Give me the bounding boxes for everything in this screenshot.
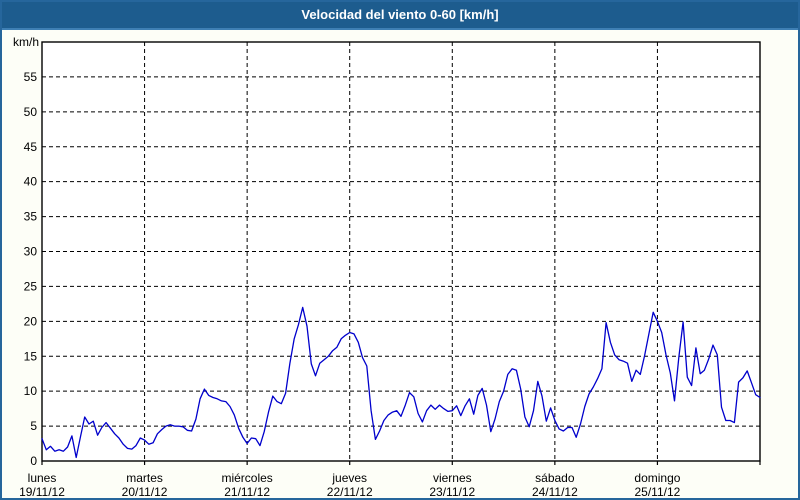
x-day-name-label: viernes — [433, 471, 472, 485]
x-day-date-label: 24/11/12 — [532, 485, 578, 499]
y-tick-label: 20 — [24, 314, 38, 328]
x-day-name-label: sábado — [535, 471, 575, 485]
title-bar: Velocidad del viento 0-60 [km/h] — [2, 2, 798, 30]
y-tick-label: 50 — [24, 105, 38, 119]
y-tick-label: 10 — [24, 384, 38, 398]
x-day-date-label: 25/11/12 — [635, 485, 681, 499]
chart-title: Velocidad del viento 0-60 [km/h] — [301, 7, 499, 22]
x-day-name-label: lunes — [28, 471, 57, 485]
y-tick-label: 25 — [24, 279, 38, 293]
y-tick-label: 35 — [24, 210, 38, 224]
x-day-name-label: jueves — [331, 471, 367, 485]
x-day-date-label: 22/11/12 — [327, 485, 373, 499]
wind-speed-line — [41, 306, 761, 459]
y-tick-label: 15 — [24, 349, 38, 363]
y-tick-label: 30 — [24, 245, 38, 259]
y-tick-label: 5 — [30, 419, 37, 433]
y-tick-label: 55 — [24, 70, 38, 84]
x-day-date-label: 20/11/12 — [122, 485, 168, 499]
x-day-name-label: miércoles — [221, 471, 272, 485]
y-tick-label: 45 — [24, 140, 38, 154]
y-tick-label: 0 — [30, 454, 37, 468]
x-day-date-label: 21/11/12 — [224, 485, 270, 499]
x-day-date-label: 19/11/12 — [19, 485, 65, 499]
x-day-name-label: martes — [126, 471, 163, 485]
x-day-name-label: domingo — [634, 471, 680, 485]
plot-border — [41, 41, 761, 462]
y-axis-unit-label: km/h — [13, 35, 39, 49]
y-tick-label: 40 — [24, 175, 38, 189]
x-day-date-label: 23/11/12 — [429, 485, 475, 499]
